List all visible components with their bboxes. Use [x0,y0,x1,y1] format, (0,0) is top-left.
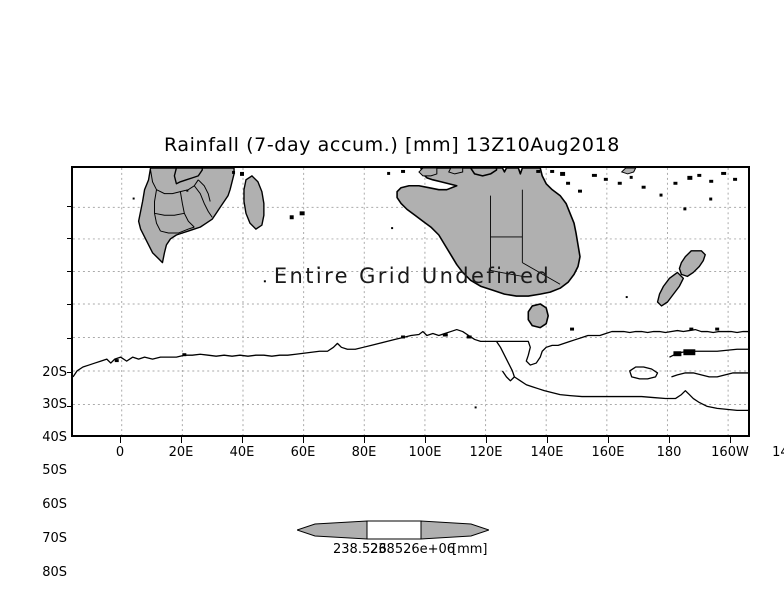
landmass-australia [396,168,581,329]
xtick-label-20e: 20E [168,445,194,460]
landmass-madagascar [243,174,265,230]
ytick-label-40s: 40S [42,430,67,445]
xtick-mark-100e [425,437,426,443]
ytick-label-60s: 60S [42,497,67,512]
xtick-mark-0 [120,437,121,443]
ytick-label-70s: 70S [42,531,67,546]
ytick-label-80s: 80S [42,565,67,580]
xtick-mark-60e [303,437,304,443]
xtick-mark-20e [181,437,182,443]
ytick-mark-70s [67,372,73,373]
ytick-mark-20s [67,206,73,207]
colorbar-middle-swatch [366,520,422,540]
colorbar-units-label: [mm] [452,542,488,557]
ytick-label-50s: 50S [42,463,67,478]
small-islands-indian-ocean [232,170,305,220]
ytick-mark-80s [67,406,73,407]
xtick-mark-180 [669,437,670,443]
xtick-label-120e: 120E [469,445,503,460]
xtick-label-140w: 140W [772,445,784,460]
ytick-mark-30s [67,238,73,239]
colorbar-arrow-left [297,520,368,540]
xtick-label-160w: 160W [711,445,749,460]
y-axis: 20S 30S 40S 50S 60S 70S 80S [15,166,67,580]
colorbar[interactable] [297,518,489,542]
australia-state-borders [490,189,561,285]
xtick-mark-160w [730,437,731,443]
xtick-label-60e: 60E [290,445,316,460]
landmass-africa [137,168,235,264]
xtick-label-140e: 140E [530,445,564,460]
xtick-label-0: 0 [115,445,125,460]
xtick-label-180: 180 [656,445,682,460]
antarctic-ice-features [114,327,720,363]
antarctica-coastline [73,328,748,412]
landmass-new-zealand [656,250,706,307]
islands-indonesia [418,168,637,177]
map-graphic [73,168,748,435]
colorbar-graphic [297,520,489,540]
xtick-mark-140e [547,437,548,443]
xtick-mark-120e [486,437,487,443]
ytick-mark-60s [67,338,73,339]
xtick-label-160e: 160E [591,445,625,460]
x-axis: 0 20E 40E 60E 80E 100E 120E 140E 160E 18… [71,440,784,464]
page-title: Rainfall (7-day accum.) [mm] 13Z10Aug201… [164,134,620,156]
colorbar-min-label: 238.526 [333,542,387,557]
small-islands-pacific [387,169,738,211]
map-noise-pixels [132,189,628,409]
ytick-mark-50s [67,304,73,305]
map-plot-area[interactable]: Entire Grid Undefined [71,166,750,437]
xtick-mark-80e [364,437,365,443]
ytick-label-30s: 30S [42,397,67,412]
xtick-mark-40e [242,437,243,443]
xtick-label-100e: 100E [408,445,442,460]
colorbar-max-label: 238526e+06 [370,542,456,557]
colorbar-arrow-right [420,520,489,540]
ytick-mark-40s [67,271,73,272]
xtick-label-40e: 40E [229,445,255,460]
africa-country-borders [150,169,213,234]
xtick-mark-160e [608,437,609,443]
ytick-label-20s: 20S [42,365,67,380]
xtick-label-80e: 80E [351,445,377,460]
